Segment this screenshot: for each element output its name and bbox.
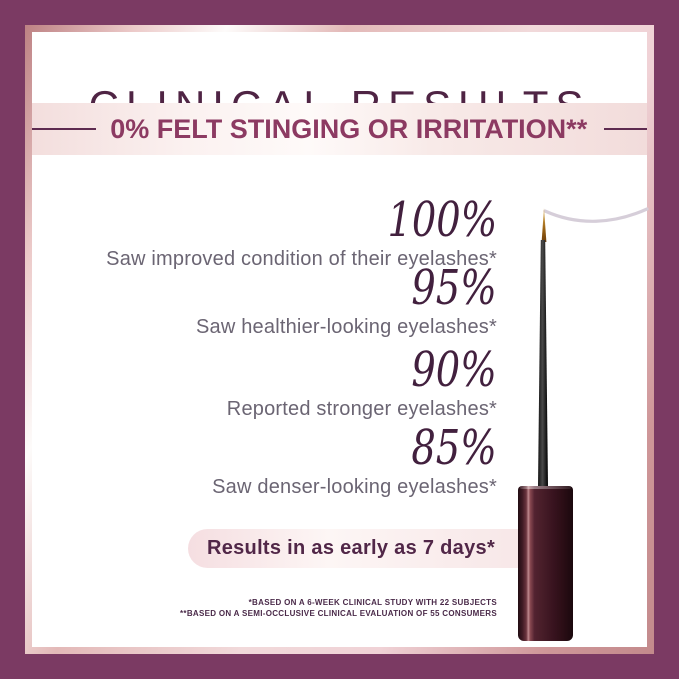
stat-value-text: 100% (387, 192, 497, 248)
stat-value: 100% (106, 196, 497, 245)
footnote-line: *BASED ON A 6-WEEK CLINICAL STUDY WITH 2… (248, 598, 497, 607)
stat-value-text: 95% (411, 260, 497, 316)
footnotes: *BASED ON A 6-WEEK CLINICAL STUDY WITH 2… (180, 597, 497, 619)
stat-value-text: 90% (411, 342, 497, 398)
stat-value: 95% (196, 264, 497, 313)
banner-line-right (604, 128, 647, 130)
stat-item: 90% Reported stronger eyelashes* (227, 346, 497, 420)
stat-label: Reported stronger eyelashes* (226, 398, 497, 420)
footnote-line: **BASED ON A SEMI-OCCLUSIVE CLINICAL EVA… (180, 609, 497, 618)
stat-label: Saw denser-looking eyelashes* (212, 476, 497, 498)
banner: 0% FELT STINGING OR IRRITATION** (32, 103, 647, 155)
results-pill: Results in as early as 7 days* (188, 529, 540, 568)
stat-label: Saw healthier-looking eyelashes* (195, 316, 497, 338)
stat-item: 100% Saw improved condition of their eye… (106, 196, 497, 270)
wand-stem (538, 240, 548, 487)
stat-value: 85% (212, 424, 497, 473)
wand-cap (518, 486, 573, 641)
results-pill-text: Results in as early as 7 days* (206, 537, 496, 559)
stat-value: 90% (227, 346, 497, 395)
stat-item: 95% Saw healthier-looking eyelashes* (196, 264, 497, 338)
stat-item: 85% Saw denser-looking eyelashes* (212, 424, 497, 498)
banner-text: 0% FELT STINGING OR IRRITATION** (110, 113, 588, 144)
stat-label: Saw improved condition of their eyelashe… (106, 248, 497, 270)
stats-list: 100% Saw improved condition of their eye… (47, 0, 497, 679)
banner-line-left (32, 128, 97, 130)
stat-value-text: 85% (411, 420, 497, 476)
wand-brush-tip (541, 208, 547, 242)
